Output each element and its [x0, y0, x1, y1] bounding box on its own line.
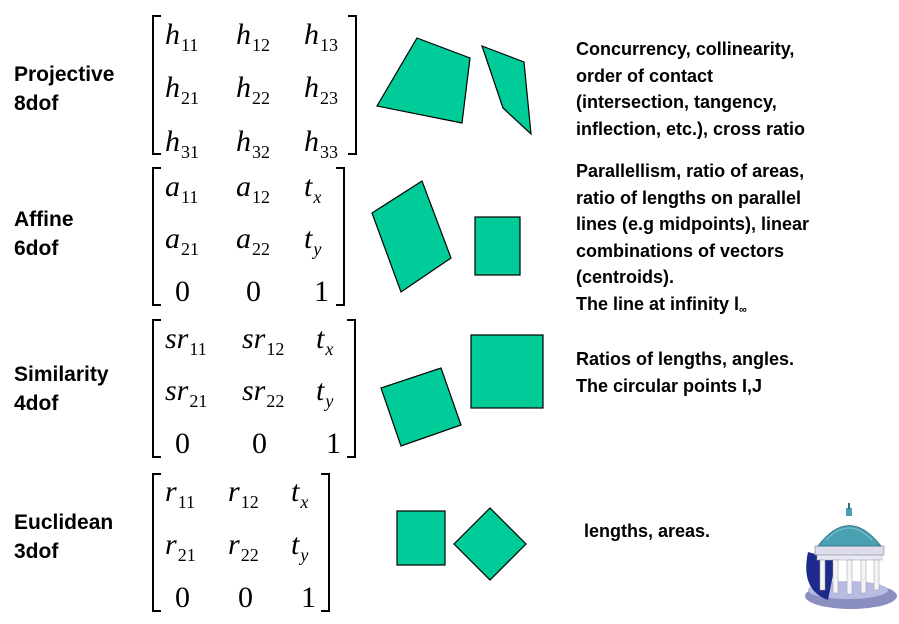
euclidean-shape-2 — [453, 507, 527, 581]
matrix-entry: ty — [291, 528, 308, 565]
matrix-entry: h21 — [165, 71, 199, 108]
matrix-entry: h22 — [236, 71, 270, 108]
matrix-entry: 0 — [252, 427, 267, 460]
matrix-projective-right-bracket — [348, 15, 357, 155]
matrix-entry: ty — [304, 222, 321, 259]
label-euclidean: Euclidean 3dof — [14, 508, 113, 566]
matrix-entry: 1 — [326, 427, 341, 460]
matrix-entry: h12 — [236, 18, 270, 55]
matrix-entry: a21 — [165, 222, 199, 259]
matrix-entry: 0 — [175, 427, 190, 460]
matrix-entry: tx — [291, 475, 308, 512]
matrix-entry: sr21 — [165, 374, 207, 411]
label-projective: Projective 8dof — [14, 60, 114, 118]
invariant-line: Parallellism, ratio of areas, — [576, 161, 805, 181]
invariants-projective: Concurrency, collinearity, order of cont… — [576, 36, 805, 142]
affine-shape-2 — [474, 216, 521, 276]
label-euclidean-name: Euclidean — [14, 511, 114, 534]
matrix-entry: sr11 — [165, 322, 207, 359]
matrix-entry: 0 — [175, 581, 190, 614]
matrix-entry: h33 — [304, 125, 338, 162]
label-similarity: Similarity 4dof — [14, 360, 109, 418]
invariants-euclidean: lengths, areas. — [584, 518, 710, 545]
invariant-line: The circular points I,J — [576, 375, 763, 396]
line-at-infinity-text: The line at infinity l — [576, 293, 740, 314]
similarity-shape-2 — [470, 334, 544, 409]
matrix-entry: 1 — [314, 275, 329, 308]
matrix-entry: r22 — [228, 528, 259, 565]
matrix-entry: h23 — [304, 71, 338, 108]
matrix-projective-left-bracket — [152, 15, 161, 155]
label-affine-name: Affine — [14, 208, 74, 231]
invariant-line: Concurrency, collinearity, — [576, 39, 795, 59]
invariant-line: inflection, etc.), cross ratio — [576, 118, 806, 139]
matrix-affine-left-bracket — [152, 167, 161, 306]
matrix-similarity: sr11 sr12 tx sr21 sr22 ty 0 0 1 — [165, 322, 341, 460]
invariant-line: (intersection, tangency, — [576, 92, 777, 112]
matrix-affine-right-bracket — [336, 167, 345, 306]
similarity-shape-1 — [380, 367, 462, 447]
invariant-line-infinity: The line at infinity l∞ — [576, 291, 809, 324]
matrix-entry: h31 — [165, 125, 199, 162]
matrix-euclidean: r11 r12 tx r21 r22 ty 0 0 1 — [165, 475, 316, 614]
matrix-entry: r11 — [165, 475, 195, 512]
projective-shape-1 — [376, 37, 471, 124]
matrix-entry: sr12 — [242, 322, 284, 359]
label-similarity-dof: 4dof — [14, 392, 59, 415]
matrix-similarity-left-bracket — [152, 319, 161, 458]
matrix-entry: r21 — [165, 528, 196, 565]
matrix-entry: a11 — [165, 170, 198, 207]
matrix-entry: ty — [316, 374, 333, 411]
matrix-euclidean-right-bracket — [321, 473, 330, 612]
matrix-entry: a12 — [236, 170, 270, 207]
matrix-entry: sr22 — [242, 374, 284, 411]
invariant-line: Ratios of lengths, angles. — [576, 349, 795, 369]
matrix-entry: r12 — [228, 475, 259, 512]
matrix-entry: tx — [304, 170, 321, 207]
invariant-line: lines (e.g midpoints), linear — [576, 214, 810, 234]
euclidean-shape-1 — [396, 510, 446, 566]
matrix-entry: 1 — [301, 581, 316, 614]
matrix-entry: 0 — [238, 581, 253, 614]
matrix-entry: h32 — [236, 125, 270, 162]
invariant-line: ratio of lengths on parallel — [576, 187, 802, 208]
affine-shape-1 — [371, 180, 452, 293]
matrix-entry: 0 — [246, 275, 261, 308]
label-affine-dof: 6dof — [14, 237, 59, 260]
matrix-entry: a22 — [236, 222, 270, 259]
invariants-similarity: Ratios of lengths, angles. The circular … — [576, 346, 794, 399]
label-projective-name: Projective — [14, 63, 115, 86]
invariant-line: lengths, areas. — [584, 521, 711, 541]
projective-shape-2 — [481, 44, 532, 136]
matrix-entry: h11 — [165, 18, 198, 55]
invariants-affine: Parallellism, ratio of areas, ratio of l… — [576, 158, 809, 323]
label-affine: Affine 6dof — [14, 205, 74, 263]
old-well-icon — [805, 503, 897, 609]
matrix-entry: 0 — [175, 275, 190, 308]
matrix-projective: h11 h12 h13 h21 h22 h23 h31 h32 h33 — [165, 18, 338, 162]
infinity-subscript: ∞ — [739, 303, 747, 316]
matrix-entry: h13 — [304, 18, 338, 55]
label-projective-dof: 8dof — [14, 92, 59, 115]
label-euclidean-dof: 3dof — [14, 540, 59, 563]
invariant-line: combinations of vectors — [576, 240, 785, 261]
matrix-affine: a11 a12 tx a21 a22 ty 0 0 1 — [165, 170, 329, 308]
matrix-euclidean-left-bracket — [152, 473, 161, 612]
label-similarity-name: Similarity — [14, 363, 109, 386]
matrix-similarity-right-bracket — [347, 319, 356, 458]
invariant-line: (centroids). — [576, 267, 675, 287]
matrix-entry: tx — [316, 322, 333, 359]
invariant-line: order of contact — [576, 65, 714, 86]
